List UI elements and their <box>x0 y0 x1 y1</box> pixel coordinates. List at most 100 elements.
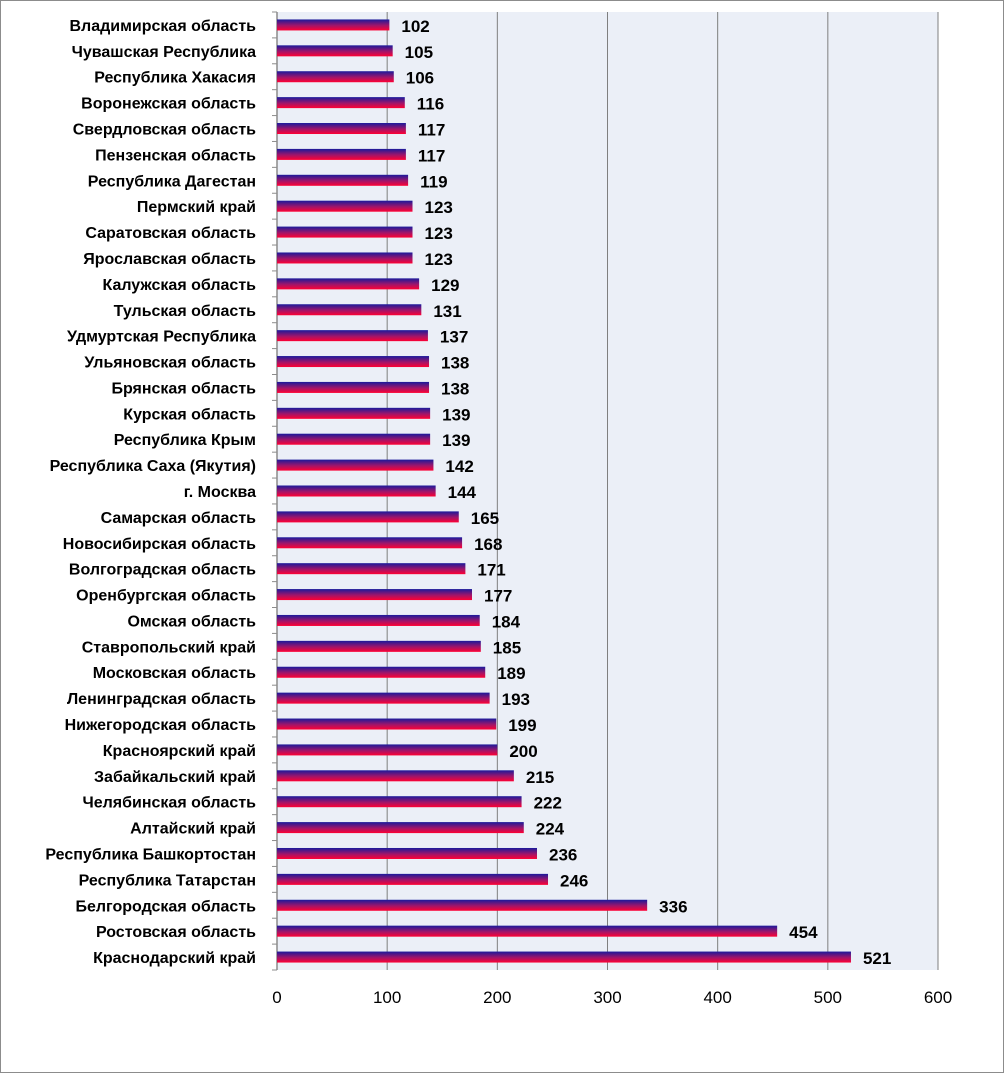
category-label: Республика Башкортостан <box>45 846 256 863</box>
data-label: 454 <box>789 923 818 942</box>
bar <box>277 666 486 678</box>
category-label: Омская область <box>127 613 256 630</box>
data-label: 116 <box>417 95 444 114</box>
bar <box>277 485 436 497</box>
data-label: 193 <box>502 690 530 709</box>
category-label: Ленинградская область <box>67 691 256 708</box>
data-label: 200 <box>509 742 537 761</box>
x-tick-label: 100 <box>373 988 401 1007</box>
data-label: 137 <box>440 328 468 347</box>
bar <box>277 873 549 885</box>
data-label: 168 <box>474 535 502 554</box>
category-label: Саратовская область <box>85 225 256 242</box>
data-label: 105 <box>405 43 433 62</box>
category-label: Калужская область <box>102 277 256 294</box>
bar <box>277 356 430 368</box>
bar <box>277 925 778 937</box>
x-tick-label: 300 <box>593 988 621 1007</box>
bar <box>277 770 514 782</box>
category-label: Воронежская область <box>81 96 256 113</box>
bar <box>277 951 851 963</box>
data-label: 199 <box>508 716 536 735</box>
bar <box>277 822 524 834</box>
data-label: 171 <box>477 561 505 580</box>
bar <box>277 640 481 652</box>
category-label: Московская область <box>93 665 256 682</box>
bar <box>277 692 490 704</box>
x-tick-label: 400 <box>703 988 731 1007</box>
bar <box>277 847 537 859</box>
x-tick-label: 200 <box>483 988 511 1007</box>
bar <box>277 123 406 135</box>
data-label: 236 <box>549 845 577 864</box>
bar <box>277 899 648 911</box>
category-label: Забайкальский край <box>94 769 256 786</box>
bar <box>277 511 459 523</box>
data-label: 185 <box>493 638 521 657</box>
category-label: Свердловская область <box>73 122 256 139</box>
data-label: 138 <box>441 354 469 373</box>
data-label: 106 <box>406 69 434 88</box>
category-label: Чувашская Республика <box>72 44 257 61</box>
data-label: 123 <box>425 224 453 243</box>
category-label: Республика Хакасия <box>94 70 256 87</box>
category-label: Пензенская область <box>95 147 256 164</box>
category-label: Курская область <box>123 406 256 423</box>
category-label: Республика Дагестан <box>88 173 256 190</box>
bar <box>277 459 434 471</box>
data-label: 139 <box>442 405 470 424</box>
data-label: 215 <box>526 768 554 787</box>
bar <box>277 19 390 31</box>
bar <box>277 174 409 186</box>
bar <box>277 537 463 549</box>
category-label: Новосибирская область <box>63 536 256 553</box>
bar <box>277 148 406 160</box>
bar <box>277 407 431 419</box>
category-label: Республика Крым <box>114 432 256 449</box>
data-label: 165 <box>471 509 499 528</box>
bar <box>277 97 405 109</box>
category-label: Брянская область <box>111 380 256 397</box>
bar <box>277 252 413 264</box>
data-label: 117 <box>418 146 445 165</box>
category-label: Алтайский край <box>130 821 256 838</box>
x-tick-label: 0 <box>272 988 281 1007</box>
category-label: Белгородская область <box>75 898 256 915</box>
bar <box>277 304 422 316</box>
data-label: 224 <box>536 820 565 839</box>
data-label: 222 <box>534 794 562 813</box>
category-label: Красноярский край <box>103 743 256 760</box>
category-label: Удмуртская Республика <box>67 329 256 346</box>
category-label: Ростовская область <box>96 924 256 941</box>
bar <box>277 718 497 730</box>
category-label: Республика Саха (Якутия) <box>50 458 256 475</box>
bar <box>277 381 430 393</box>
category-label: г. Москва <box>184 484 256 501</box>
data-label: 123 <box>425 198 453 217</box>
bar <box>277 226 413 238</box>
data-label: 129 <box>431 276 459 295</box>
bar <box>277 744 498 756</box>
bar <box>277 589 472 601</box>
category-label: Ульяновская область <box>84 355 256 372</box>
data-label: 177 <box>484 587 512 606</box>
category-label: Краснодарский край <box>93 950 256 967</box>
x-tick-label: 500 <box>814 988 842 1007</box>
bar <box>277 330 428 342</box>
category-label: Владимирская область <box>69 18 256 35</box>
category-label: Нижегородская область <box>65 717 257 734</box>
data-label: 521 <box>863 949 891 968</box>
category-label: Челябинская область <box>83 795 257 812</box>
data-label: 138 <box>441 379 469 398</box>
category-label: Республика Татарстан <box>79 872 256 889</box>
bar <box>277 433 431 445</box>
data-label: 184 <box>492 612 521 631</box>
data-label: 142 <box>445 457 473 476</box>
data-label: 144 <box>448 483 477 502</box>
data-label: 246 <box>560 871 588 890</box>
bar <box>277 45 393 57</box>
bar <box>277 614 480 626</box>
bar <box>277 563 466 575</box>
category-label: Пермский край <box>137 199 256 216</box>
